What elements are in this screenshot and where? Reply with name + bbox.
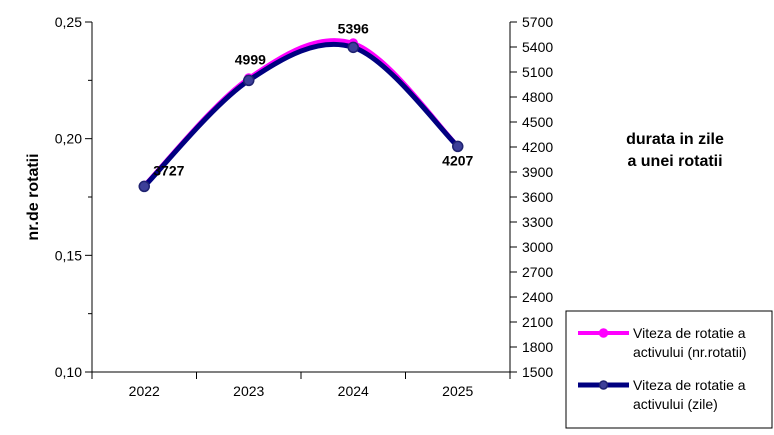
y-right-tick-label: 1500: [522, 364, 553, 380]
y-right-tick-label: 2400: [522, 289, 553, 305]
y-right-tick-label: 4800: [522, 89, 553, 105]
y-right-tick-label: 2100: [522, 314, 553, 330]
y-left-tick-label: 0,20: [55, 131, 82, 147]
y-right-tick-label: 5700: [522, 14, 553, 30]
y-right-tick-label: 4200: [522, 139, 553, 155]
y-left-tick-label: 0,15: [55, 247, 82, 263]
legend-marker: [598, 380, 609, 390]
y-right-tick-label: 5100: [522, 64, 553, 80]
data-label-zile: 5396: [338, 20, 369, 36]
y-right-tick-label: 3600: [522, 189, 553, 205]
legend-label: Viteza de rotatie a: [633, 325, 746, 341]
data-label-zile: 4207: [442, 152, 473, 168]
y-axis-right-title-line: a unei rotatii: [627, 153, 722, 170]
y-right-tick-label: 1800: [522, 339, 553, 355]
y-right-tick-label: 2700: [522, 264, 553, 280]
legend-label: activului (zile): [633, 396, 718, 412]
x-tick-label: 2023: [233, 383, 264, 399]
data-label-zile: 4999: [235, 51, 266, 67]
data-point-zile: [138, 180, 150, 193]
data-point-zile: [452, 140, 464, 153]
legend-marker: [598, 328, 609, 338]
y-right-tick-label: 5400: [522, 39, 553, 55]
x-tick-label: 2024: [338, 383, 369, 399]
y-left-tick-label: 0,25: [55, 14, 82, 30]
y-right-tick-label: 3900: [522, 164, 553, 180]
data-point-zile: [243, 74, 255, 87]
y-right-tick-label: 3300: [522, 214, 553, 230]
x-tick-label: 2025: [442, 383, 473, 399]
y-axis-left-title: nr.de rotatii: [25, 153, 42, 240]
legend-label: activului (nr.rotatii): [633, 344, 747, 360]
x-tick-label: 2022: [129, 383, 160, 399]
series-line-nr-rotatii: [142, 38, 460, 188]
data-label-zile: 3727: [153, 162, 184, 178]
y-right-tick-label: 3000: [522, 239, 553, 255]
legend-label: Viteza de rotatie a: [633, 377, 746, 393]
y-axis-right-title-line: durata in zile: [626, 131, 724, 148]
y-left-tick-label: 0,10: [55, 364, 82, 380]
series-line-zile: [141, 41, 461, 189]
data-point-zile: [347, 41, 359, 54]
y-right-tick-label: 4500: [522, 114, 553, 130]
